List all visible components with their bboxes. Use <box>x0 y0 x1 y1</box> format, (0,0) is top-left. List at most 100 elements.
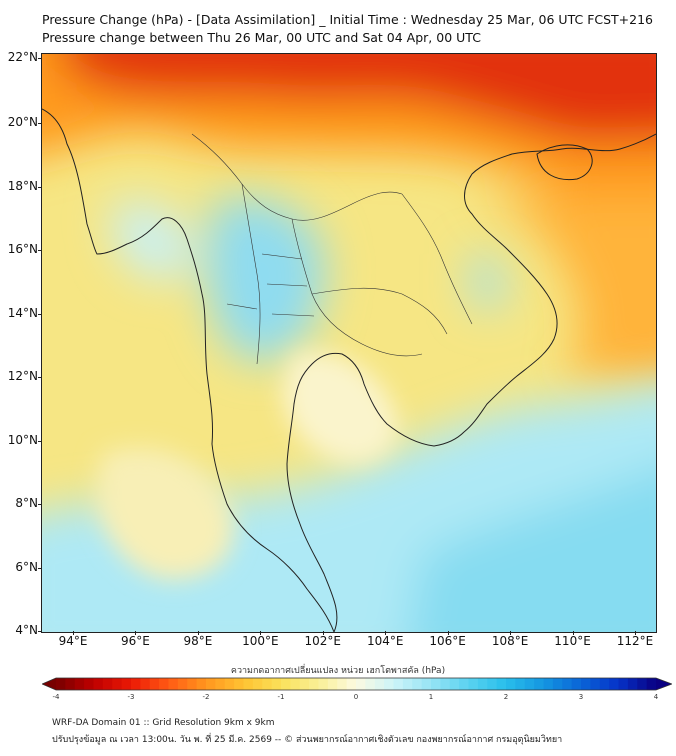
colorbar-tick-label: -1 <box>277 693 285 701</box>
coastlines <box>42 108 656 632</box>
colorbar-segment <box>224 678 235 690</box>
longitude-label: 94°E <box>58 634 88 648</box>
latitude-label: 12°N <box>7 369 38 384</box>
latitude-label: 22°N <box>7 50 38 64</box>
colorbar-segment <box>262 678 273 690</box>
colorbar-segment <box>140 678 151 690</box>
colorbar-segment <box>93 678 104 690</box>
longitude-tick <box>635 631 636 635</box>
latitude-label: 4°N <box>15 623 38 637</box>
border-line-2 <box>241 183 261 365</box>
colorbar-tick-label: 3 <box>578 693 584 701</box>
longitude-label: 98°E <box>183 634 213 648</box>
colorbar-segment <box>159 678 169 690</box>
latitude-label: 6°N <box>15 559 38 574</box>
colorbar-segment <box>534 678 544 690</box>
colorbar-max-arrow <box>656 678 672 690</box>
colorbar-segment <box>552 678 563 690</box>
colorbar-segment <box>337 678 348 690</box>
colorbar-segment <box>384 678 394 690</box>
colorbar-segment <box>168 678 179 690</box>
colorbar-segment <box>421 678 432 690</box>
latitude-tick <box>38 504 42 506</box>
latitude-label: 20°N <box>7 115 38 130</box>
admin-borders <box>191 133 473 365</box>
colorbar-min-arrow <box>42 678 56 690</box>
longitude-tick <box>260 631 262 635</box>
longitude-label: 100°E <box>242 634 279 648</box>
colorbar-segment <box>646 678 657 690</box>
colorbar-segment <box>177 678 188 690</box>
colorbar-segment <box>102 678 113 690</box>
colorbar-segment <box>65 678 76 690</box>
latitude-label: 18°N <box>7 178 38 193</box>
colorbar-tick-label: 4 <box>653 693 659 701</box>
latitude-label: 14°N <box>7 305 38 320</box>
pressure-change-map <box>41 53 657 633</box>
colorbar-segment <box>346 678 357 690</box>
colorbar-segment <box>356 678 366 690</box>
border-line-4 <box>401 193 473 325</box>
west-fall-area <box>112 201 193 280</box>
latitude-tick <box>38 250 42 252</box>
colorbar <box>42 677 672 691</box>
longitude-tick <box>385 631 387 635</box>
longitude-label: 110°E <box>554 634 591 648</box>
colorbar-segment <box>506 678 516 690</box>
colorbar-segment <box>487 678 498 690</box>
colorbar-segment <box>393 678 404 690</box>
colorbar-segment <box>271 678 282 690</box>
colorbar-segment <box>196 678 207 690</box>
longitude-label: 102°E <box>304 634 342 648</box>
colorbar-segment <box>449 678 460 690</box>
colorbar-segment <box>309 678 319 690</box>
longitude-label: 112°E <box>616 634 654 648</box>
colorbar-tick-label: -2 <box>202 693 210 701</box>
latitude-tick <box>38 567 42 569</box>
colorbar-segment <box>637 678 648 690</box>
longitude-label: 106°E <box>429 634 466 648</box>
colorbar-segment <box>571 678 582 690</box>
colorbar-segment <box>187 678 198 690</box>
longitude-tick <box>73 631 74 635</box>
colorbar-segment <box>252 678 263 690</box>
longitude-tick <box>197 631 199 635</box>
colorbar-tick-label: -4 <box>52 693 60 701</box>
colorbar-segment <box>234 678 244 690</box>
latitude-tick <box>38 58 42 59</box>
longitude-label: 96°E <box>121 634 150 648</box>
update-credit: ปรับปรุงข้อมูล ณ เวลา 13:00น. วัน พ. ที่… <box>52 735 563 745</box>
colorbar-tick-label: 2 <box>503 693 509 701</box>
colorbar-segment <box>374 678 385 690</box>
colorbar-segment <box>56 678 66 690</box>
colorbar-outline <box>42 677 672 691</box>
model-info: WRF-DA Domain 01 :: Grid Resolution 9km … <box>52 718 275 728</box>
colorbar-segment <box>365 678 376 690</box>
central-fall-area <box>205 198 325 361</box>
colorbar-segment <box>496 678 507 690</box>
pressure-rise-area <box>42 54 656 381</box>
colorbar-segment <box>627 678 638 690</box>
chart-title: Pressure Change (hPa) - [Data Assimilati… <box>42 12 654 27</box>
colorbar-segment <box>618 678 629 690</box>
longitude-tick <box>572 631 574 635</box>
colorbar-segment <box>290 678 301 690</box>
colorbar-segment <box>84 678 94 690</box>
gulf-neutral <box>282 351 398 464</box>
colorbar-segment <box>243 678 254 690</box>
colorbar-tick-label: 1 <box>428 693 434 701</box>
colorbar-segment <box>524 678 535 690</box>
colorbar-segment <box>515 678 526 690</box>
longitude-label: 108°E <box>491 634 529 648</box>
colorbar-segment <box>281 678 291 690</box>
east-small-fall <box>472 253 505 310</box>
map-canvas <box>42 54 656 632</box>
latitude-tick <box>38 377 42 379</box>
mainland-coast <box>42 108 335 632</box>
latitude-tick <box>38 313 42 315</box>
colorbar-segment <box>318 678 329 690</box>
colorbar-segment <box>206 678 216 690</box>
colorbar-segment <box>412 678 423 690</box>
latitude-tick <box>38 631 42 632</box>
hainan-island <box>536 144 593 181</box>
